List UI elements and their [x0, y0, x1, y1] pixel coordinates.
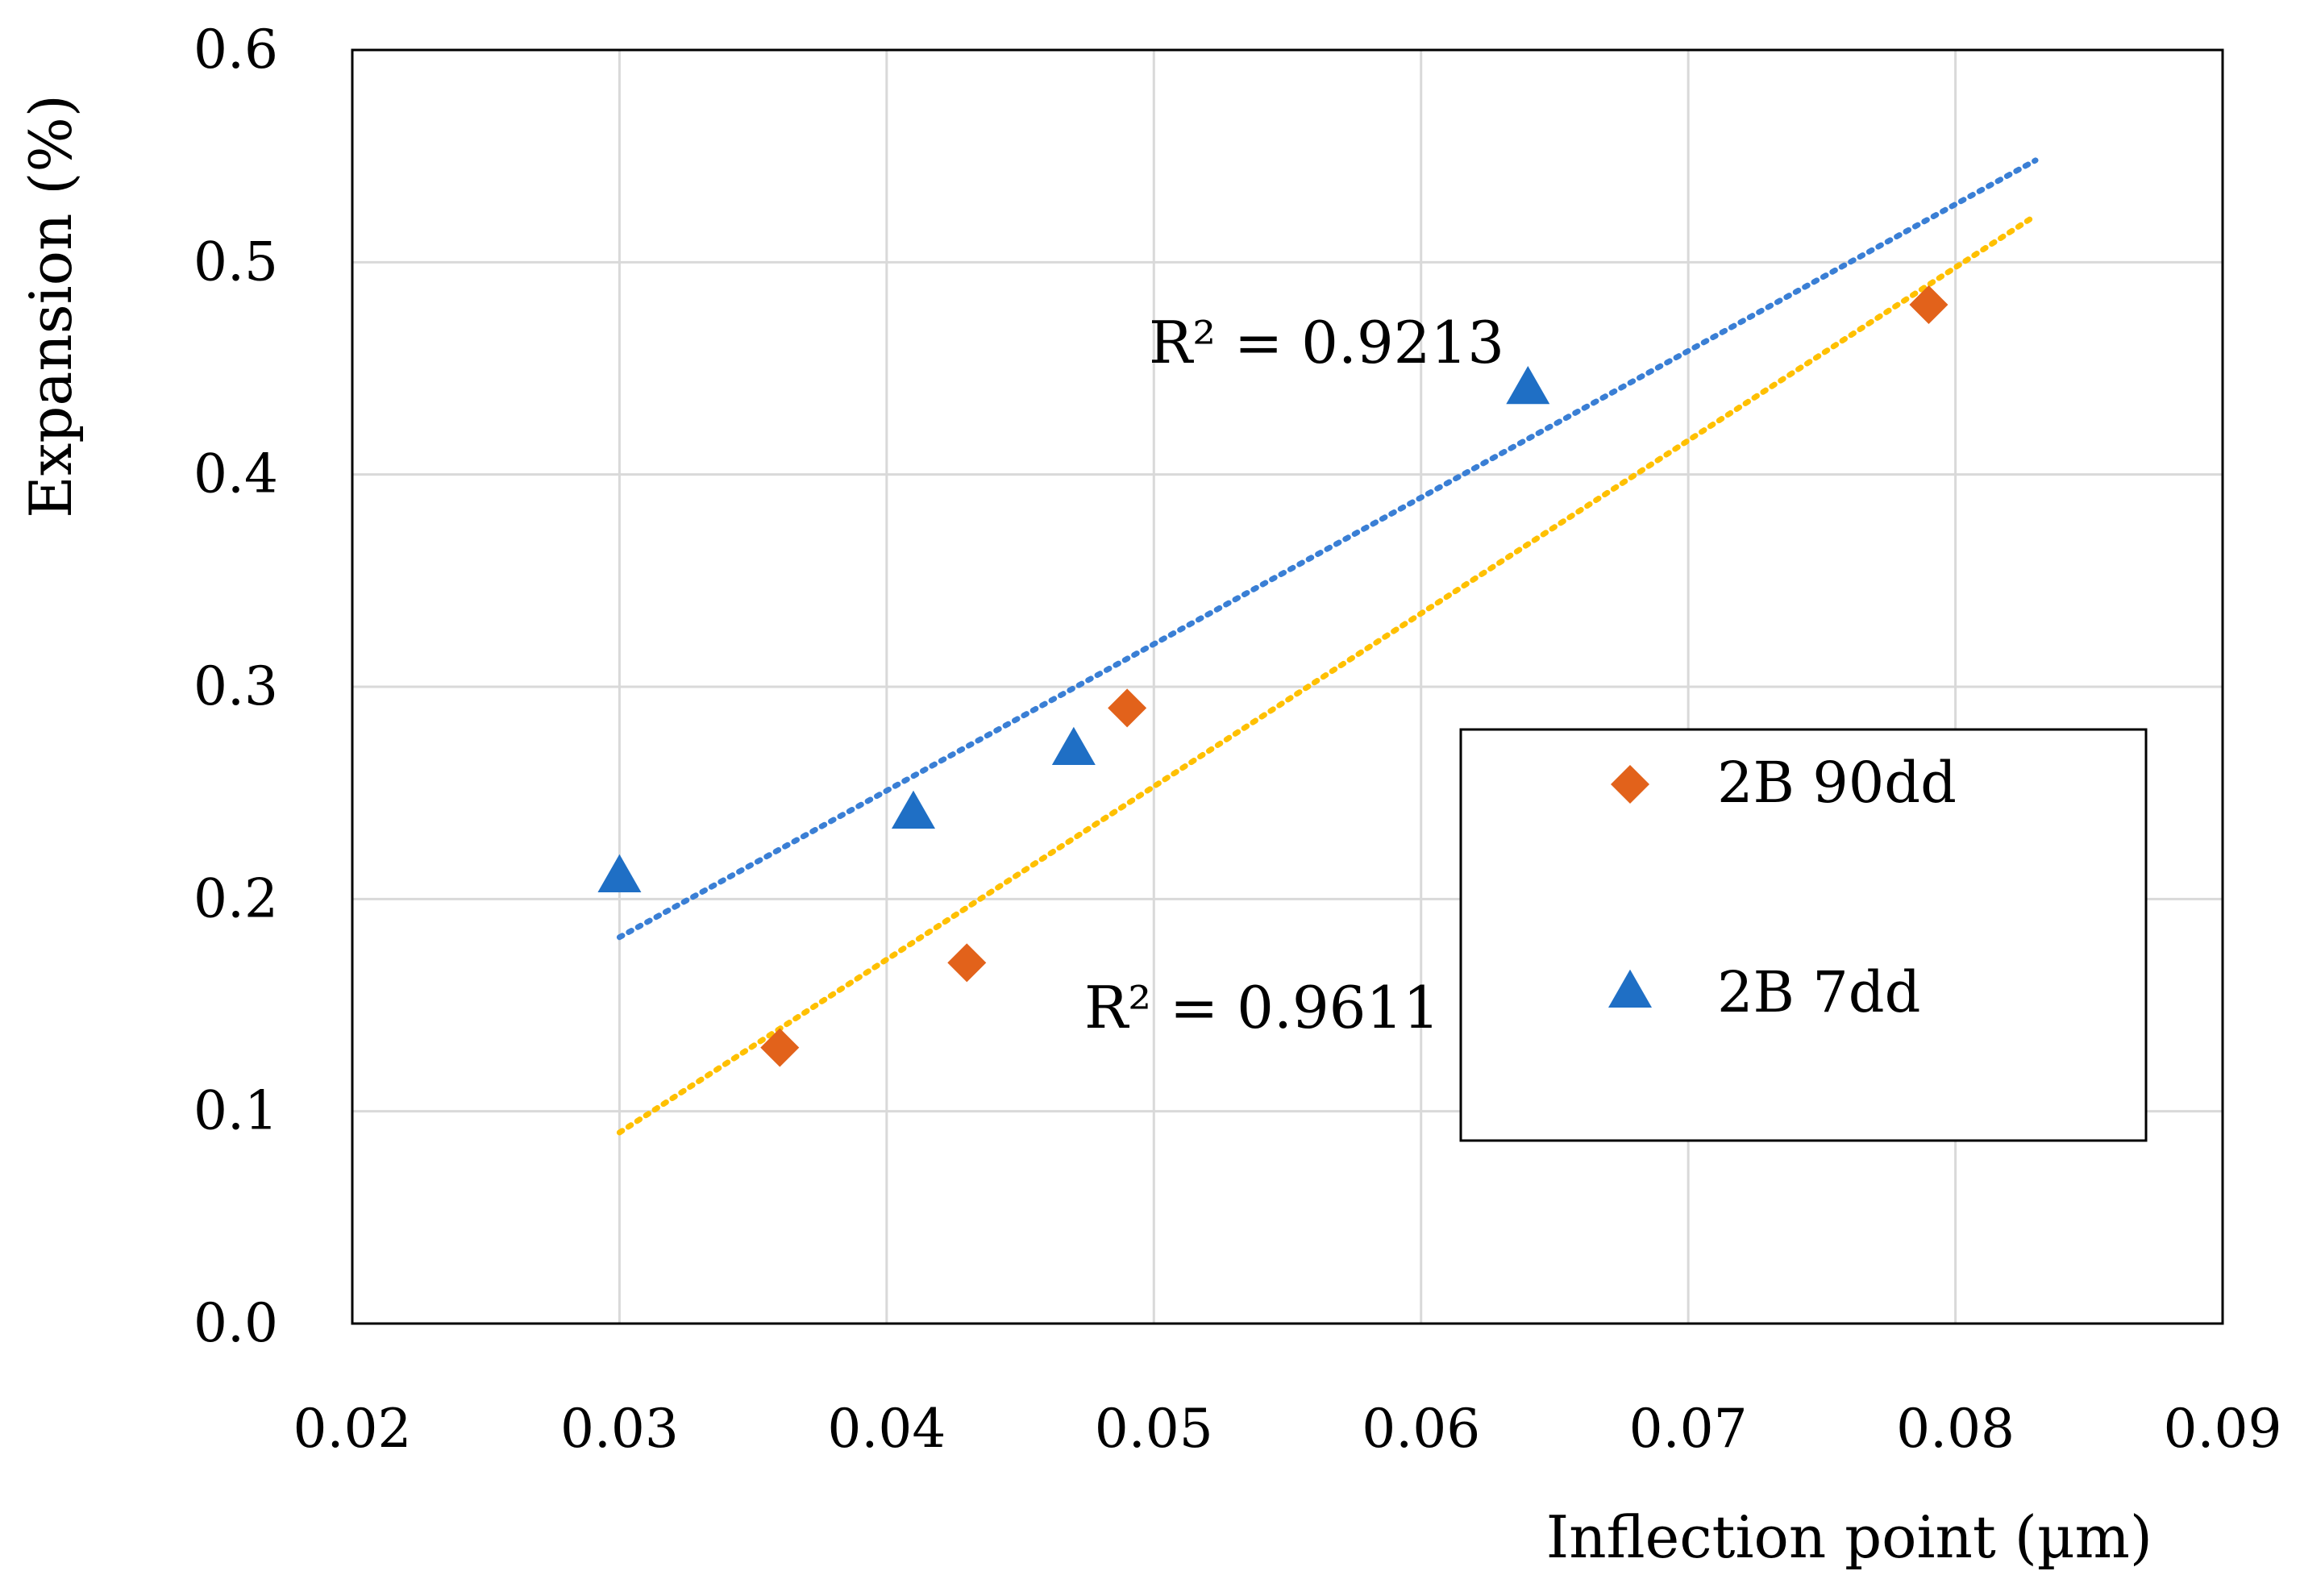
x-tick-label: 0.03 [560, 1398, 679, 1460]
point-2b-90dd [1108, 688, 1147, 728]
trendline-2b-90dd [616, 212, 2039, 1136]
legend-marker-2b-7dd [1608, 969, 1652, 1008]
r-squared-2b-7dd: R² = 0.9213 [1149, 309, 1504, 376]
point-2b-7dd [892, 790, 935, 829]
x-tick-label: 0.06 [1362, 1398, 1480, 1460]
point-2b-7dd [1051, 726, 1096, 765]
legend-marker-2b-90dd [1611, 765, 1649, 804]
x-tick-label: 0.08 [1896, 1398, 2015, 1460]
point-2b-7dd [597, 854, 642, 892]
x-tick-label: 0.07 [1629, 1398, 1748, 1460]
r-squared-2b-90dd: R² = 0.9611 [1084, 974, 1440, 1041]
x-axis-title: Inflection point (µm) [1546, 1503, 2152, 1571]
x-tick-label: 0.04 [827, 1398, 946, 1460]
y-tick-label: 0.4 [193, 443, 278, 505]
y-axis-tick-labels: 0.0 0.1 0.2 0.3 0.4 0.5 0.6 [193, 19, 278, 1354]
data-points [597, 285, 1949, 1067]
y-axis-title: Expansion (%) [17, 94, 85, 518]
y-tick-label: 0.3 [193, 655, 278, 717]
legend-box [1459, 728, 2148, 1142]
legend: 2B 90dd 2B 7dd [1459, 728, 2148, 1142]
point-2b-90dd [760, 1028, 800, 1067]
legend-label-2b-90dd: 2B 90dd [1717, 750, 1957, 816]
y-tick-label: 0.1 [193, 1080, 278, 1142]
legend-label-2b-7dd: 2B 7dd [1717, 959, 1920, 1025]
x-axis-tick-labels: 0.02 0.03 0.04 0.05 0.06 0.07 0.08 0.09 [293, 1398, 2282, 1460]
point-2b-7dd [1506, 366, 1550, 405]
x-tick-label: 0.02 [293, 1398, 412, 1460]
y-tick-label: 0.0 [193, 1292, 278, 1354]
point-2b-90dd [947, 943, 987, 983]
x-tick-label: 0.05 [1095, 1398, 1213, 1460]
y-tick-label: 0.2 [193, 867, 278, 929]
trendlines [616, 157, 2039, 1136]
y-tick-label: 0.5 [193, 231, 278, 293]
trendline-2b-7dd [616, 157, 2039, 941]
y-tick-label: 0.6 [193, 19, 278, 81]
grid-lines [352, 50, 2223, 1324]
plot-area-frame [351, 48, 2224, 1325]
x-tick-label: 0.09 [2164, 1398, 2282, 1460]
point-2b-90dd [1909, 285, 1949, 324]
